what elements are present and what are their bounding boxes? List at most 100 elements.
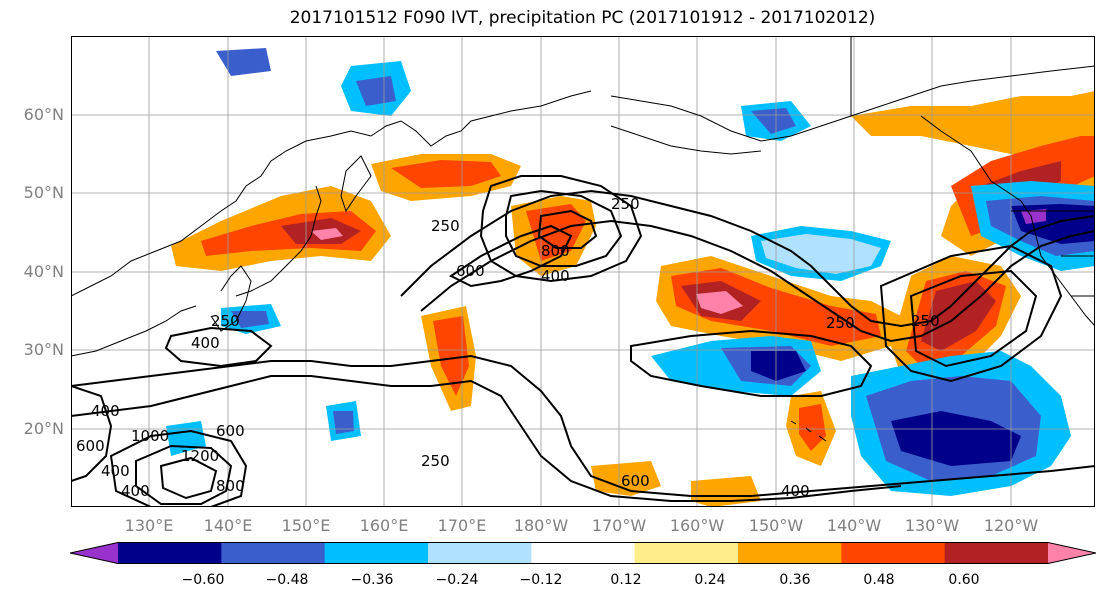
lon-label-140e: 140°E xyxy=(203,516,253,535)
coast-bc xyxy=(920,115,1095,327)
colorbar-segment xyxy=(634,542,739,564)
contour-label: 250 xyxy=(431,217,460,235)
colorbar-tick: 0.24 xyxy=(694,572,726,588)
contour-label: 1200 xyxy=(181,447,219,465)
contour-label: 400 xyxy=(101,462,130,480)
coast-alaska xyxy=(610,65,1095,142)
ivt-contours xyxy=(71,175,1095,507)
shade-band-japan-pink xyxy=(311,228,343,240)
colorbar-tick: −0.12 xyxy=(519,572,563,588)
contour-west-loop xyxy=(164,326,273,368)
ivt-precip-map: 250 800 400 600 250 400 250 400 600 400 … xyxy=(71,36,1095,507)
contour-label: 600 xyxy=(456,262,485,280)
contour-400-loop xyxy=(505,189,623,267)
shade-kamchatka-core xyxy=(391,160,501,188)
contour-label: 250 xyxy=(911,312,940,330)
coast-china xyxy=(71,305,197,357)
shade-blue-west1-core xyxy=(231,311,269,328)
coast-aleutians xyxy=(610,125,762,155)
contour-label: 400 xyxy=(91,402,120,420)
contour-label: 600 xyxy=(216,422,245,440)
colorbar-tick: −0.36 xyxy=(350,572,394,588)
contour-ring3 xyxy=(159,456,218,500)
contour-label: 250 xyxy=(611,195,640,213)
contour-label: 250 xyxy=(826,314,855,332)
colorbar-tick: 0.48 xyxy=(863,572,895,588)
shade-blue-north2 xyxy=(216,48,271,76)
lon-label-180w: 180°W xyxy=(513,516,569,535)
coast-asia xyxy=(71,90,592,297)
colorbar-segment xyxy=(221,542,326,564)
shade-blue-hawaii-core xyxy=(751,351,806,381)
contour-250-loop xyxy=(479,175,643,283)
contour-label: 400 xyxy=(191,334,220,352)
colorbar xyxy=(70,542,1096,564)
lat-label-40n: 40°N xyxy=(23,262,64,281)
contour-label: 250 xyxy=(211,312,240,330)
coastlines xyxy=(71,36,1095,442)
contour-label: 400 xyxy=(781,482,810,500)
shade-blue-west2-core xyxy=(333,411,354,434)
contour-600-west xyxy=(449,224,573,288)
colorbar-segment xyxy=(944,542,1049,564)
lat-label-60n: 60°N xyxy=(23,105,64,124)
contour-label: 250 xyxy=(421,452,450,470)
contour-east-band xyxy=(630,329,873,397)
lon-label-150e: 150°E xyxy=(281,516,331,535)
shade-orange-south2 xyxy=(691,476,761,507)
colorbar-segment xyxy=(118,542,222,564)
lon-label-120w: 120°W xyxy=(983,516,1039,535)
contour-east-box2 xyxy=(909,269,1038,368)
lon-label-160w: 160°W xyxy=(669,516,725,535)
colorbar-tick: 0.12 xyxy=(610,572,642,588)
shade-central-band-core xyxy=(433,316,469,396)
colorbar-segment xyxy=(841,542,946,564)
contour-400-south xyxy=(71,375,902,502)
colorbar-segment xyxy=(428,542,532,564)
contour-800-loop xyxy=(537,209,598,249)
coast-kamchatka xyxy=(340,155,372,213)
lat-label-20n: 20°N xyxy=(23,419,64,438)
colorbar-outline xyxy=(70,542,1096,564)
contour-400-main xyxy=(420,219,1095,343)
shade-blue-40n-light xyxy=(761,234,881,274)
colorbar-extend-low xyxy=(70,542,118,564)
lon-label-140w: 140°W xyxy=(826,516,882,535)
lon-label-130e: 130°E xyxy=(124,516,174,535)
contour-east-box xyxy=(879,244,1063,383)
contour-label: 600 xyxy=(76,437,105,455)
coast-hawaii xyxy=(790,420,827,442)
colorbar-tick: 0.36 xyxy=(779,572,811,588)
colorbar-segments xyxy=(70,542,1096,564)
colorbar-extend-high xyxy=(1048,542,1096,564)
contour-ring1 xyxy=(109,429,248,507)
shade-blue-north1-core xyxy=(356,76,396,106)
colorbar-segment xyxy=(324,542,429,564)
colorbar-tick: −0.48 xyxy=(265,572,309,588)
lon-label-130w: 130°W xyxy=(904,516,960,535)
coast-japan xyxy=(235,185,322,297)
contour-label: 600 xyxy=(621,472,650,490)
lat-label-30n: 30°N xyxy=(23,340,64,359)
contour-label: 400 xyxy=(541,267,570,285)
graticule xyxy=(71,36,1095,507)
lon-label-160e: 160°E xyxy=(359,516,409,535)
lon-label-170e: 170°E xyxy=(437,516,487,535)
shade-blue-alaska-core xyxy=(751,108,796,134)
contour-250-south xyxy=(71,354,1095,497)
shade-blue-subtrop-core xyxy=(891,411,1021,466)
shade-orange-south xyxy=(591,461,661,496)
colorbar-tick: −0.24 xyxy=(435,572,479,588)
contour-ring4 xyxy=(71,385,113,482)
contour-ring2 xyxy=(135,444,233,505)
colorbar-segment xyxy=(531,542,636,564)
shade-blue-bc-purple xyxy=(1021,209,1046,224)
shade-orange-hawaii-core xyxy=(799,404,826,451)
contour-label: 1000 xyxy=(131,427,169,445)
lon-label-150w: 150°W xyxy=(748,516,804,535)
colorbar-tick: 0.60 xyxy=(948,572,980,588)
contour-label: 800 xyxy=(541,242,570,260)
map-title: 2017101512 F090 IVT, precipitation PC (2… xyxy=(289,8,876,28)
lat-label-50n: 50°N xyxy=(23,183,64,202)
shade-east-band-pink xyxy=(696,291,743,314)
